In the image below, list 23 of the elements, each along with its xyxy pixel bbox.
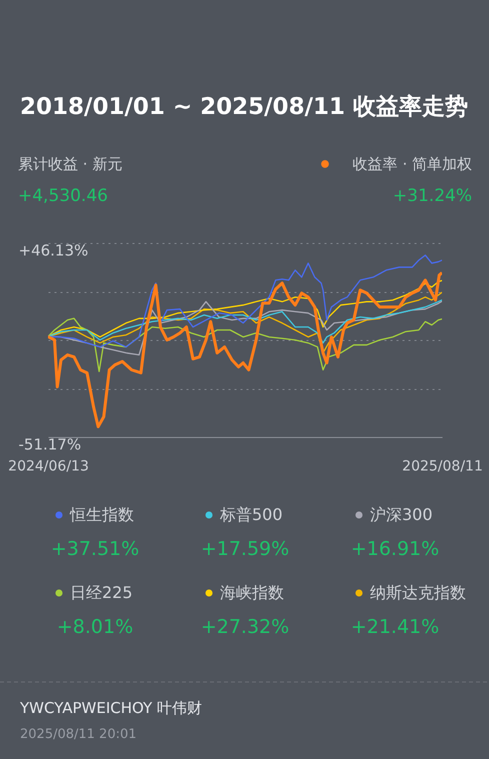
legend-label: 收益率 · 简单加权 — [352, 155, 472, 173]
legend-label: 恒生指数 — [69, 505, 134, 524]
legend-label: 标普500 — [219, 505, 283, 524]
text: +17.59% — [200, 538, 290, 560]
text: +27.32% — [200, 616, 290, 638]
text: +4,530.46 — [18, 186, 108, 206]
chart-title: 2018/01/01 ~ 2025/08/11 收益率走势 — [20, 93, 468, 120]
y-tick-label: +46.13% — [18, 242, 88, 260]
legend-label: 沪深300 — [370, 505, 433, 524]
text: YWCYAPWEICHOY 叶伟财 — [19, 699, 202, 717]
text: 2025/08/11 20:01 — [20, 727, 137, 742]
text: 累计收益 · 新元 — [18, 155, 122, 173]
text: +21.41% — [350, 616, 440, 638]
legend-label: 纳斯达克指数 — [370, 583, 466, 602]
text: +16.91% — [350, 538, 440, 560]
text: +8.01% — [56, 616, 134, 638]
legend-label: 日经225 — [70, 583, 133, 602]
text: +37.51% — [50, 538, 140, 560]
legend-label: 海峡指数 — [220, 583, 284, 602]
text: +31.24% — [392, 186, 472, 206]
x-tick-label: 2025/08/11 — [402, 458, 483, 474]
y-tick-label: -51.17% — [18, 436, 82, 454]
x-tick-label: 2024/06/13 — [8, 458, 89, 474]
